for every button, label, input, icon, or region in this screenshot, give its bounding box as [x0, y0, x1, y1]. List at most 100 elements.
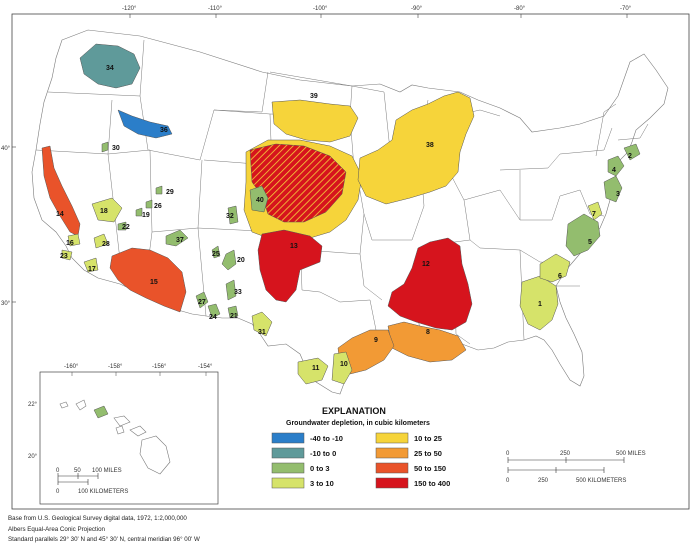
inset-scale-mile-label: 50 — [74, 468, 81, 474]
region-label: 30 — [112, 145, 120, 152]
region-label: 16 — [66, 240, 74, 247]
legend-swatch — [271, 432, 305, 444]
region-label: 8 — [426, 329, 430, 336]
region-18 — [91, 197, 123, 223]
region-8 — [387, 321, 467, 363]
legend-label: 10 to 25 — [414, 434, 442, 443]
lon-tick-label: -80° — [514, 6, 526, 12]
region-label: 10 — [340, 361, 348, 368]
legend-swatch — [271, 447, 305, 459]
scale-km-label: 250 — [538, 478, 549, 484]
region-15 — [109, 247, 187, 313]
legend-swatch — [271, 462, 305, 474]
legend-swatch — [375, 477, 409, 489]
region-2 — [623, 143, 641, 161]
region-26 — [145, 199, 153, 209]
region-4 — [607, 155, 625, 177]
map-frame — [11, 13, 690, 510]
region-label: 23 — [60, 253, 68, 260]
region-label: 38 — [426, 142, 434, 149]
credit-line: Base from U.S. Geological Survey digital… — [8, 515, 187, 522]
scale-mile-label: 500 MILES — [616, 451, 646, 457]
lat-tick-label: 40° — [1, 146, 11, 152]
region-31 — [251, 311, 273, 337]
legend-label: -10 to 0 — [310, 449, 336, 458]
hawaii-inset: -160° -158° -156° -154° 22° 20° 0 50 100… — [28, 364, 219, 505]
region-label: 36 — [160, 127, 168, 134]
region-5 — [565, 213, 601, 257]
region-20 — [221, 249, 237, 271]
region-7 — [587, 201, 603, 221]
hawaii-lat-tick: 22° — [28, 402, 38, 408]
region-37 — [165, 229, 189, 247]
region-10 — [331, 351, 353, 385]
region-label: 6 — [558, 273, 562, 280]
region-label: 17 — [88, 266, 96, 273]
region-label: 28 — [102, 241, 110, 248]
region-label: 27 — [198, 299, 206, 306]
region-label: 7 — [592, 211, 596, 218]
region-16 — [67, 233, 81, 247]
hawaii-lat-tick: 20° — [28, 454, 38, 460]
region-33 — [225, 279, 237, 301]
lon-tick-label: -70° — [620, 6, 632, 12]
region-label: 40 — [256, 197, 264, 204]
legend-swatch — [375, 432, 409, 444]
region-label: 31 — [258, 329, 266, 336]
region-39 — [271, 99, 359, 143]
legend-label: 3 to 10 — [310, 479, 334, 488]
region-label: 24 — [209, 314, 217, 321]
region-label: 5 — [588, 239, 592, 246]
region-label: 4 — [612, 167, 616, 174]
legend-swatch — [375, 462, 409, 474]
region-36 — [117, 109, 173, 139]
region-30 — [101, 141, 109, 153]
region-27 — [195, 291, 209, 309]
region-24 — [207, 303, 221, 319]
region-label: 26 — [154, 203, 162, 210]
legend-subtitle: Groundwater depletion, in cubic kilomete… — [286, 420, 430, 427]
region-label: 22 — [122, 224, 130, 231]
region-label: 14 — [56, 211, 64, 218]
region-label: 13 — [290, 243, 298, 250]
region-19 — [135, 207, 143, 217]
region-13 — [257, 229, 323, 303]
region-label: 1 — [538, 301, 542, 308]
region-label: 2 — [628, 153, 632, 160]
region-29 — [155, 185, 163, 195]
depletion-regions — [41, 43, 641, 385]
hawaii-lon-tick: -160° — [64, 364, 79, 370]
region-25 — [211, 245, 221, 259]
inset-scale-mile-label: 0 — [56, 468, 60, 474]
source-credits: Base from U.S. Geological Survey digital… — [8, 514, 200, 546]
region-label: 12 — [422, 261, 430, 268]
region-22 — [117, 221, 127, 231]
credit-line: Albers Equal-Area Conic Projection — [8, 525, 105, 533]
scale-km-label: 500 KILOMETERS — [576, 478, 626, 484]
legend-title: EXPLANATION — [322, 406, 386, 416]
scale-mile-label: 0 — [506, 451, 510, 457]
region-label: 39 — [310, 93, 318, 100]
region-label: 33 — [234, 289, 242, 296]
scale-km-label: 0 — [506, 478, 510, 484]
region-label: 37 — [176, 237, 184, 244]
region-40 — [249, 185, 269, 213]
scale-mile-label: 250 — [560, 451, 571, 457]
region-label: 34 — [106, 65, 114, 72]
lat-tick-label: 30° — [1, 301, 11, 307]
region-6 — [539, 253, 571, 283]
longitude-ticks — [12, 14, 628, 303]
region-label: 25 — [212, 251, 220, 258]
inset-scale-km-label: 0 — [56, 489, 60, 495]
legend-label: 25 to 50 — [414, 449, 442, 458]
region-label: 18 — [100, 208, 108, 215]
region-21 — [227, 305, 239, 319]
hawaii-lon-tick: -158° — [108, 364, 123, 370]
region-28 — [93, 233, 109, 249]
region-label: 9 — [374, 337, 378, 344]
inset-scale-mile-label: 100 MILES — [92, 468, 122, 474]
inset-scale-km-label: 100 KILOMETERS — [78, 489, 128, 495]
region-32 — [227, 205, 239, 225]
region-11 — [297, 357, 329, 385]
